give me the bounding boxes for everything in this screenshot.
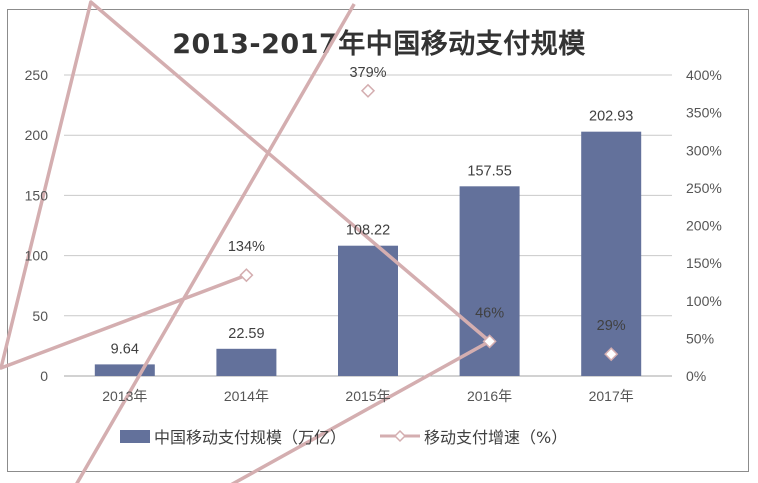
y-right-tick: 400%	[686, 67, 722, 83]
y-left-tick: 0	[40, 368, 48, 384]
y-right-tick: 100%	[686, 293, 722, 309]
y-left-tick: 100	[25, 248, 49, 264]
diamond-marker-icon	[239, 268, 254, 283]
legend-item-line: 移动支付增速（%）	[380, 424, 567, 448]
line-series	[0, 0, 619, 483]
y-left-tick: 250	[25, 67, 49, 83]
bar-data-label: 108.22	[346, 223, 390, 239]
y-right-tick: 0%	[686, 368, 706, 384]
x-tick: 2015年	[345, 388, 390, 404]
bar	[216, 348, 277, 376]
x-tick: 2014年	[224, 388, 269, 404]
y-right-tick: 350%	[686, 105, 722, 121]
x-tick: 2013年	[102, 388, 147, 404]
line-data-label: 29%	[597, 318, 626, 334]
legend-bar-label: 中国移动支付规模（万亿）	[154, 428, 347, 447]
data-labels: 9.64 22.59 108.22 157.55 202.93 134% 379% 46% 29…	[111, 65, 634, 358]
x-tick: 2017年	[589, 388, 634, 404]
diamond-marker-icon	[604, 347, 619, 362]
growth-line	[0, 0, 492, 483]
x-tick: 2016年	[467, 388, 512, 404]
legend-item-bar: 中国移动支付规模（万亿）	[120, 424, 346, 448]
axis-ticks: 0 50 100 150 200 250 0% 50% 100% 150% 200% 250% 300%…	[25, 67, 722, 404]
bar-data-label: 202.93	[589, 109, 633, 125]
y-right-tick: 150%	[686, 255, 722, 271]
bar-data-label: 157.55	[467, 163, 511, 179]
diamond-marker-icon	[482, 334, 497, 349]
bar-series	[94, 131, 642, 376]
y-left-tick: 50	[32, 308, 48, 324]
chart-title: 2013-2017年中国移动支付规模	[172, 29, 586, 60]
diamond-marker-icon	[360, 83, 376, 98]
legend: 中国移动支付规模（万亿） 移动支付增速（%）	[120, 424, 567, 448]
y-left-tick: 200	[25, 127, 49, 143]
line-data-label: 46%	[475, 305, 504, 321]
legend-line-label: 移动支付增速（%）	[424, 428, 568, 447]
bar	[581, 131, 642, 376]
line-diamond-swatch-icon	[380, 429, 421, 443]
y-left-tick: 150	[25, 187, 49, 203]
line-data-label: 379%	[349, 65, 386, 81]
bar	[338, 245, 398, 376]
bar	[94, 364, 155, 376]
line-data-label: 134%	[228, 239, 265, 255]
bar-data-label: 22.59	[228, 326, 264, 342]
y-right-tick: 50%	[686, 330, 714, 346]
y-right-tick: 250%	[686, 180, 722, 196]
y-right-tick: 200%	[686, 218, 722, 234]
bar-data-label: 9.64	[111, 341, 139, 357]
y-right-tick: 300%	[686, 142, 722, 158]
bar-swatch-icon	[120, 429, 150, 443]
